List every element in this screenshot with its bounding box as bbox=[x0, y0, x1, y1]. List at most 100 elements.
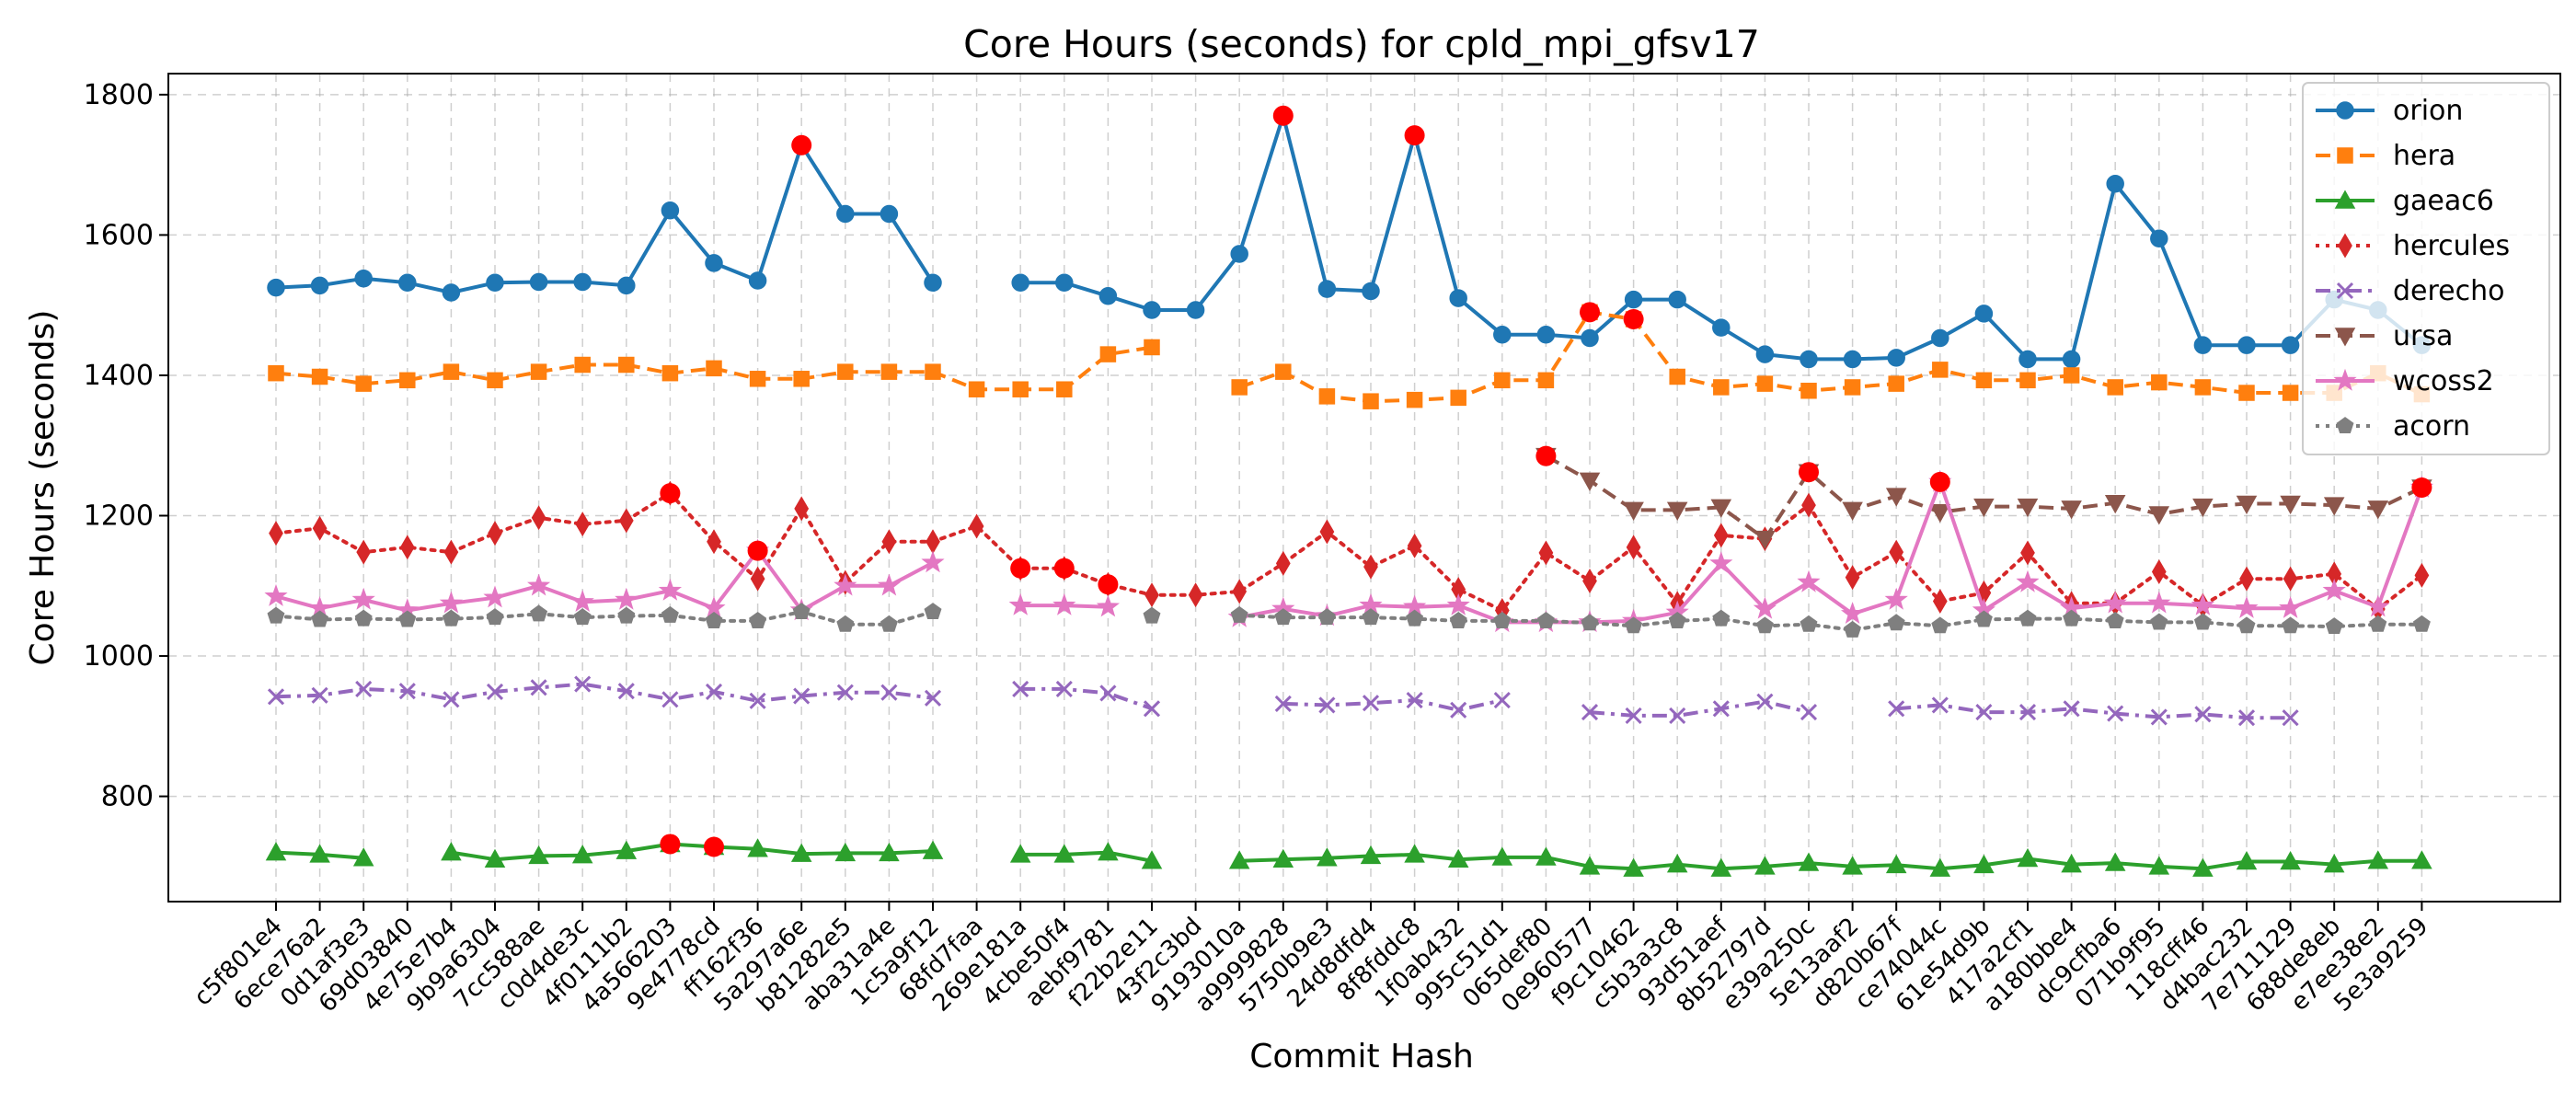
data-point-ursa bbox=[2367, 500, 2389, 520]
data-point-wcoss2 bbox=[2322, 578, 2346, 601]
data-point-ursa bbox=[1710, 499, 1732, 518]
data-point-acorn bbox=[1712, 609, 1731, 627]
data-point-acorn bbox=[2369, 615, 2387, 632]
data-point-orion bbox=[1098, 287, 1118, 305]
data-point-wcoss2 bbox=[1096, 594, 1120, 617]
data-point-ursa bbox=[2061, 500, 2082, 520]
data-point-hercules bbox=[2020, 540, 2035, 566]
data-point-acorn bbox=[311, 610, 329, 627]
legend-marker bbox=[2336, 101, 2354, 120]
data-point-derecho bbox=[574, 675, 592, 693]
series-orion bbox=[267, 107, 2432, 369]
data-point-acorn bbox=[2237, 616, 2256, 634]
highlight-point bbox=[1010, 558, 1031, 579]
data-point-acorn bbox=[2193, 613, 2212, 630]
data-point-wcoss2 bbox=[1884, 587, 1908, 610]
data-point-hera bbox=[1318, 388, 1336, 405]
highlight-point bbox=[1053, 558, 1075, 579]
data-point-gaeac6 bbox=[1666, 854, 1688, 873]
data-point-derecho bbox=[1756, 693, 1774, 710]
data-point-orion bbox=[1581, 328, 1599, 348]
data-point-derecho bbox=[355, 680, 373, 697]
series-line-derecho bbox=[1589, 699, 1810, 718]
y-axis: 800 1000 1200 1400 1600 1800 bbox=[84, 79, 168, 813]
y-tick-label: 1000 bbox=[84, 640, 154, 673]
data-point-hercules bbox=[1275, 550, 1291, 576]
data-point-gaeac6 bbox=[309, 844, 330, 863]
data-point-hera bbox=[1231, 379, 1248, 396]
data-point-wcoss2 bbox=[1797, 569, 1821, 592]
data-point-ursa bbox=[2017, 498, 2039, 518]
data-point-hera bbox=[2019, 372, 2036, 389]
data-point-gaeac6 bbox=[1535, 846, 1557, 866]
data-point-hera bbox=[399, 372, 416, 389]
data-point-hera bbox=[2107, 379, 2123, 396]
data-point-orion bbox=[1493, 325, 1512, 344]
data-point-hera bbox=[530, 363, 547, 380]
data-point-acorn bbox=[1362, 608, 1380, 626]
data-point-orion bbox=[267, 278, 285, 297]
data-point-acorn bbox=[398, 610, 417, 627]
data-point-gaeac6 bbox=[1141, 850, 1163, 869]
data-point-acorn bbox=[1974, 610, 1993, 627]
data-point-orion bbox=[1362, 282, 1380, 301]
data-point-acorn bbox=[1887, 614, 1905, 631]
series-line-gaeac6 bbox=[1020, 850, 1153, 863]
series-acorn bbox=[267, 603, 2431, 638]
legend-label: hercules bbox=[2393, 230, 2510, 262]
data-point-gaeac6 bbox=[2236, 850, 2258, 870]
data-point-gaeac6 bbox=[879, 842, 900, 862]
data-point-acorn bbox=[1143, 606, 1161, 624]
data-point-hera bbox=[443, 363, 460, 380]
data-point-wcoss2 bbox=[2147, 591, 2171, 614]
data-point-wcoss2 bbox=[351, 587, 375, 610]
data-point-hercules bbox=[2151, 559, 2167, 585]
legend-box bbox=[2302, 82, 2550, 455]
data-point-ursa bbox=[1842, 501, 1863, 521]
y-axis-label: Core Hours (seconds) bbox=[24, 310, 62, 666]
data-point-acorn bbox=[2325, 617, 2343, 635]
data-point-gaeac6 bbox=[1360, 845, 1382, 865]
series-line-acorn bbox=[1237, 613, 2424, 632]
data-point-hercules bbox=[1889, 539, 1904, 565]
data-point-hercules bbox=[2414, 562, 2430, 588]
data-point-gaeac6 bbox=[1885, 854, 1907, 874]
data-point-acorn bbox=[573, 608, 592, 626]
series-line-gaeac6 bbox=[1239, 852, 2422, 871]
data-point-acorn bbox=[1274, 608, 1293, 626]
data-point-derecho bbox=[1099, 684, 1117, 702]
data-point-gaeac6 bbox=[2192, 857, 2214, 877]
data-point-acorn bbox=[2063, 609, 2081, 627]
data-point-derecho bbox=[2237, 709, 2256, 727]
data-point-wcoss2 bbox=[2191, 592, 2215, 615]
data-point-hera bbox=[618, 356, 635, 374]
data-point-wcoss2 bbox=[2235, 595, 2259, 618]
legend-item-gaeac6: gaeac6 bbox=[2316, 185, 2494, 217]
data-point-wcoss2 bbox=[1841, 602, 1865, 624]
data-point-hera bbox=[311, 368, 328, 385]
highlight-point bbox=[1929, 471, 1950, 492]
highlight-point bbox=[791, 134, 812, 155]
data-point-ursa bbox=[1929, 503, 1951, 523]
data-point-hercules bbox=[2239, 566, 2254, 592]
data-point-ursa bbox=[1666, 501, 1688, 521]
series-line-gaeac6 bbox=[451, 842, 934, 862]
data-point-orion bbox=[705, 254, 723, 272]
data-point-hera bbox=[837, 363, 854, 380]
data-point-acorn bbox=[1931, 616, 1949, 634]
data-point-ursa bbox=[1973, 498, 1995, 518]
legend-label: orion bbox=[2393, 95, 2463, 127]
data-point-hercules bbox=[1538, 540, 1554, 566]
data-point-hera bbox=[1012, 381, 1029, 397]
data-point-wcoss2 bbox=[2016, 569, 2040, 592]
data-point-hercules bbox=[618, 508, 634, 534]
data-point-hercules bbox=[1626, 535, 1641, 560]
highlight-point bbox=[2411, 477, 2432, 498]
data-point-ursa bbox=[1623, 501, 1644, 521]
series-line-hera bbox=[1238, 310, 2423, 404]
x-axis: c5f801e46ece76a20d1af3e369d038404e75e7b4… bbox=[189, 902, 2433, 1018]
highlight-point bbox=[660, 834, 681, 855]
data-point-hera bbox=[1756, 375, 1774, 392]
data-point-hera bbox=[1537, 372, 1555, 389]
data-point-orion bbox=[1931, 328, 1949, 348]
